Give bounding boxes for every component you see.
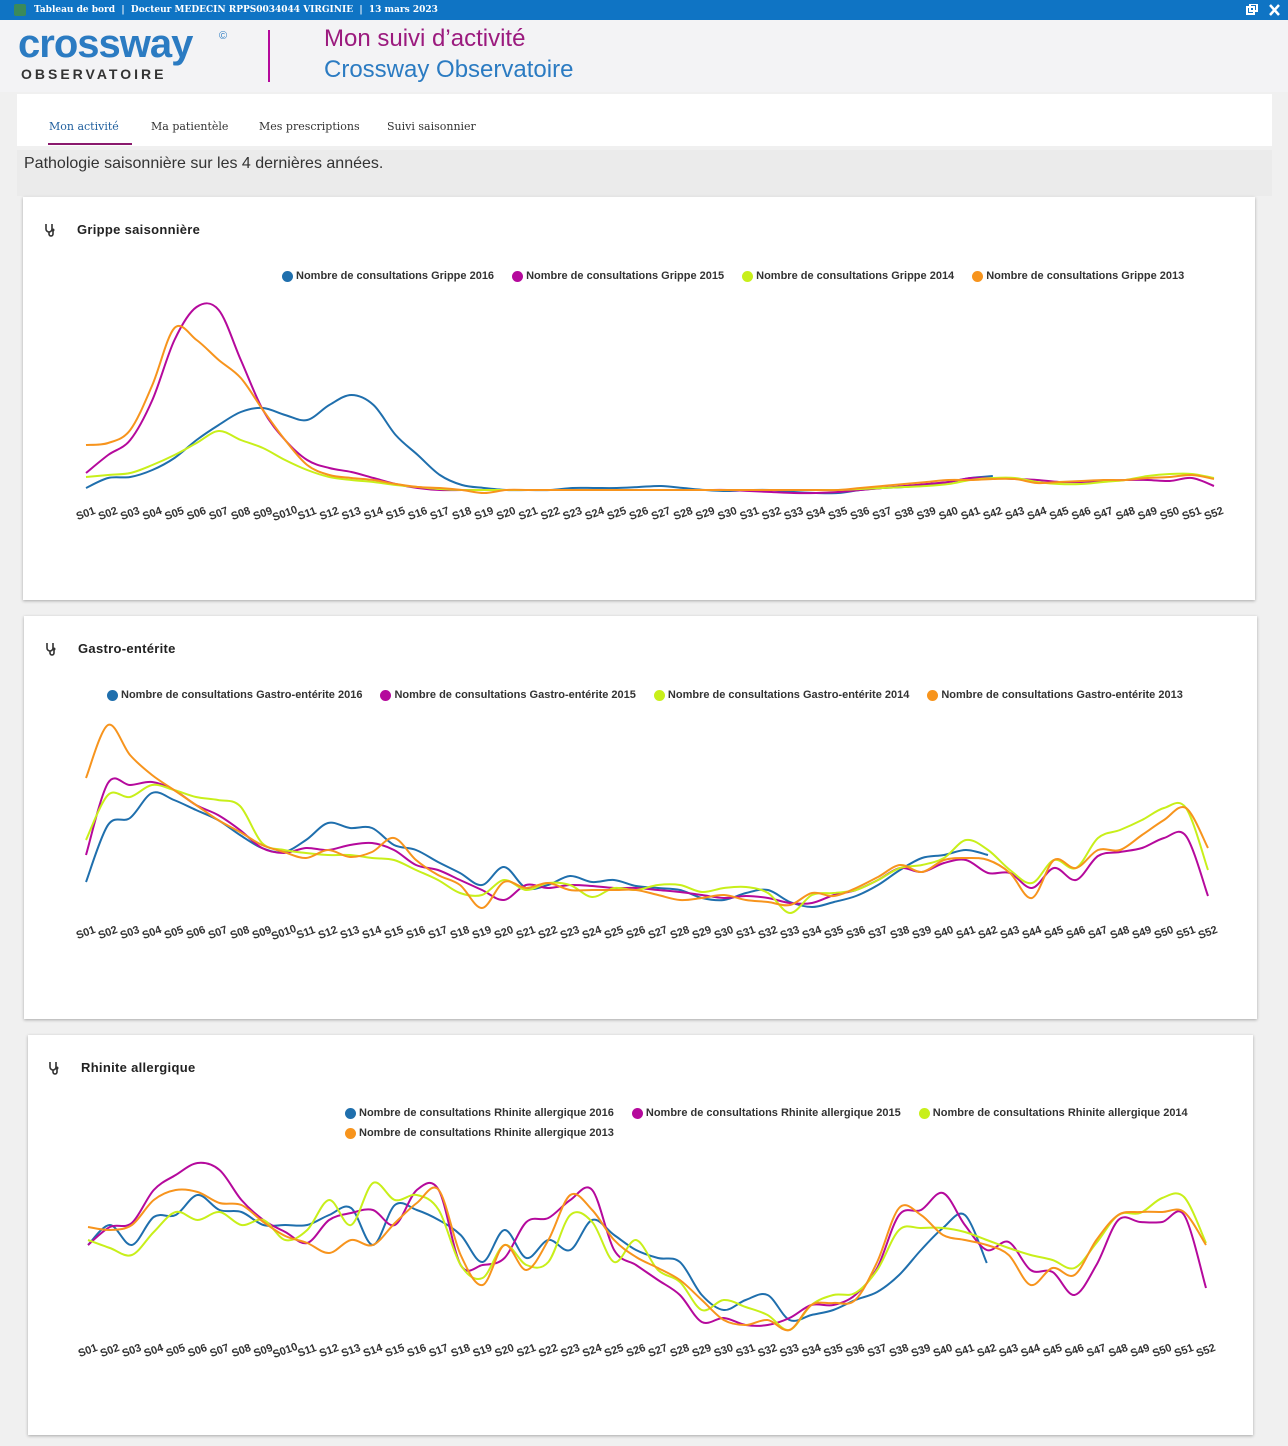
legend-item: Nombre de consultations Rhinite allergiq…	[345, 1127, 614, 1139]
logo: crossway	[18, 22, 193, 66]
legend-swatch	[918, 1107, 930, 1119]
legend-label: Nombre de consultations Grippe 2013	[986, 270, 1185, 282]
legend-label: Nombre de consultations Rhinite allergiq…	[359, 1107, 614, 1119]
window-controls[interactable]	[1246, 4, 1282, 17]
stethoscope-icon	[45, 224, 55, 237]
section-title: Pathologie saisonnière sur les 4 dernièr…	[24, 155, 384, 172]
legend-item: Nombre de consultations Gastro-entérite …	[107, 689, 362, 701]
chart-title: Gastro-entérite	[78, 641, 176, 656]
legend-swatch	[345, 1107, 356, 1119]
legend-label: Nombre de consultations Gastro-entérite …	[941, 689, 1183, 701]
stethoscope-icon	[49, 1062, 59, 1075]
header	[0, 20, 1288, 92]
tab[interactable]: Ma patientèle	[151, 120, 229, 133]
section-header: Pathologie saisonnière sur les 4 dernièr…	[17, 150, 1272, 196]
header-title: Mon suivi d’activité	[324, 25, 526, 52]
legend-label: Nombre de consultations Gastro-entérite …	[394, 689, 636, 701]
chart-card: Grippe saisonnière	[23, 197, 1255, 600]
legend-swatch	[742, 270, 754, 282]
stethoscope-icon	[46, 643, 56, 656]
legend-swatch	[345, 1127, 356, 1139]
logo-subtitle: OBSERVATOIRE	[21, 66, 167, 82]
legend-label: Nombre de consultations Rhinite allergiq…	[359, 1127, 614, 1139]
header-subtitle: Crossway Observatoire	[324, 56, 574, 83]
chart-title: Rhinite allergique	[81, 1060, 196, 1075]
legend: Nombre de consultations Rhinite allergiq…	[345, 1107, 1205, 1139]
legend-swatch	[653, 689, 665, 701]
tab[interactable]: Suivi saisonnier	[387, 120, 476, 133]
chart-card: Gastro-entérite	[24, 616, 1257, 1019]
app-icon	[14, 4, 26, 16]
legend-label: Nombre de consultations Gastro-entérite …	[667, 689, 910, 701]
legend: Nombre de consultations Grippe 2016 Nombr…	[282, 270, 1184, 282]
logo-mark: ©	[219, 30, 228, 42]
legend-swatch	[282, 270, 293, 282]
legend-item: Nombre de consultations Gastro-entérite …	[653, 689, 910, 701]
legend-item: Nombre de consultations Grippe 2013	[972, 270, 1184, 282]
legend-item: Nombre de consultations Grippe 2015	[512, 270, 724, 282]
tab-indicator	[48, 143, 132, 145]
legend-label: Nombre de consultations Gastro-entérite …	[121, 689, 363, 701]
legend-swatch	[107, 689, 118, 701]
tab[interactable]: Mes prescriptions	[259, 120, 360, 133]
separator	[268, 30, 270, 82]
legend: Nombre de consultations Gastro-entérite …	[107, 689, 1183, 701]
legend-item: Nombre de consultations Rhinite allergiq…	[918, 1107, 1188, 1119]
legend-item: Nombre de consultations Rhinite allergiq…	[631, 1107, 901, 1119]
legend-label: Nombre de consultations Grippe 2014	[756, 270, 955, 282]
legend-swatch	[631, 1107, 643, 1119]
chart-card: Rhinite allergique	[28, 1035, 1253, 1435]
legend-label: Nombre de consultations Rhinite allergiq…	[645, 1107, 901, 1119]
title-bar: Tableau de bord | Docteur MEDECIN RPPS00…	[0, 0, 1288, 20]
legend-item: Nombre de consultations Rhinite allergiq…	[345, 1107, 614, 1119]
legend-swatch	[972, 270, 984, 282]
legend-label: Nombre de consultations Grippe 2015	[526, 270, 725, 282]
chart-title: Grippe saisonnière	[77, 222, 201, 237]
legend-swatch	[512, 270, 524, 282]
legend-swatch	[927, 689, 939, 701]
tabs: Mon activité Ma patientèle Mes prescript…	[17, 94, 1272, 146]
legend-item: Nombre de consultations Gastro-entérite …	[380, 689, 636, 701]
legend-swatch	[380, 689, 392, 701]
legend-label: Nombre de consultations Grippe 2016	[296, 270, 495, 282]
legend-item: Nombre de consultations Grippe 2014	[742, 270, 954, 282]
legend-item: Nombre de consultations Grippe 2016	[282, 270, 494, 282]
legend-item: Nombre de consultations Gastro-entérite …	[927, 689, 1183, 701]
legend-label: Nombre de consultations Rhinite allergiq…	[932, 1107, 1188, 1119]
title-bar-text: Tableau de bord | Docteur MEDECIN RPPS00…	[34, 5, 438, 15]
tab[interactable]: Mon activité	[49, 120, 119, 133]
